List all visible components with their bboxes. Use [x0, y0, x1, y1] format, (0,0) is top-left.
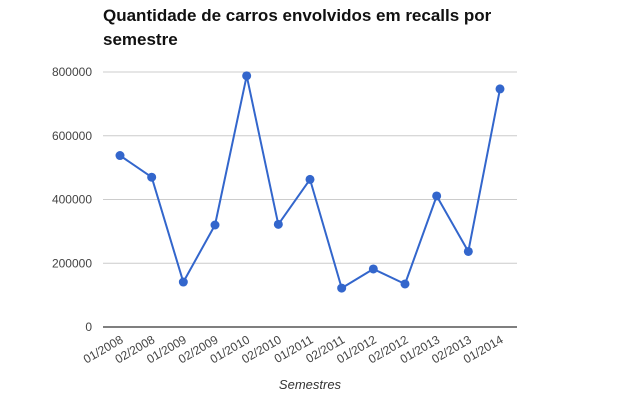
data-point [115, 151, 125, 161]
y-tick-label: 600000 [52, 129, 92, 143]
data-point [495, 84, 505, 94]
y-axis-ticks: 0 200000 400000 600000 800000 [52, 65, 92, 334]
data-point [178, 277, 188, 287]
y-tick-label: 0 [85, 320, 92, 334]
x-axis-label: Semestres [278, 377, 342, 392]
x-axis-ticks: 01/200802/200801/200902/200901/201002/20… [81, 332, 506, 366]
data-point [147, 172, 157, 182]
data-point [242, 71, 252, 81]
data-point [368, 264, 378, 274]
data-point [273, 219, 283, 229]
data-points [115, 71, 505, 293]
data-point [305, 174, 315, 184]
data-point [210, 220, 220, 230]
data-point [432, 191, 442, 201]
data-point [400, 279, 410, 289]
chart-title: Quantidade de carros envolvidos em recal… [103, 6, 492, 49]
gridlines [103, 71, 517, 264]
y-tick-label: 800000 [52, 65, 92, 79]
y-tick-label: 400000 [52, 193, 92, 207]
data-point [463, 246, 473, 256]
y-tick-label: 200000 [52, 256, 92, 270]
data-point [337, 283, 347, 293]
